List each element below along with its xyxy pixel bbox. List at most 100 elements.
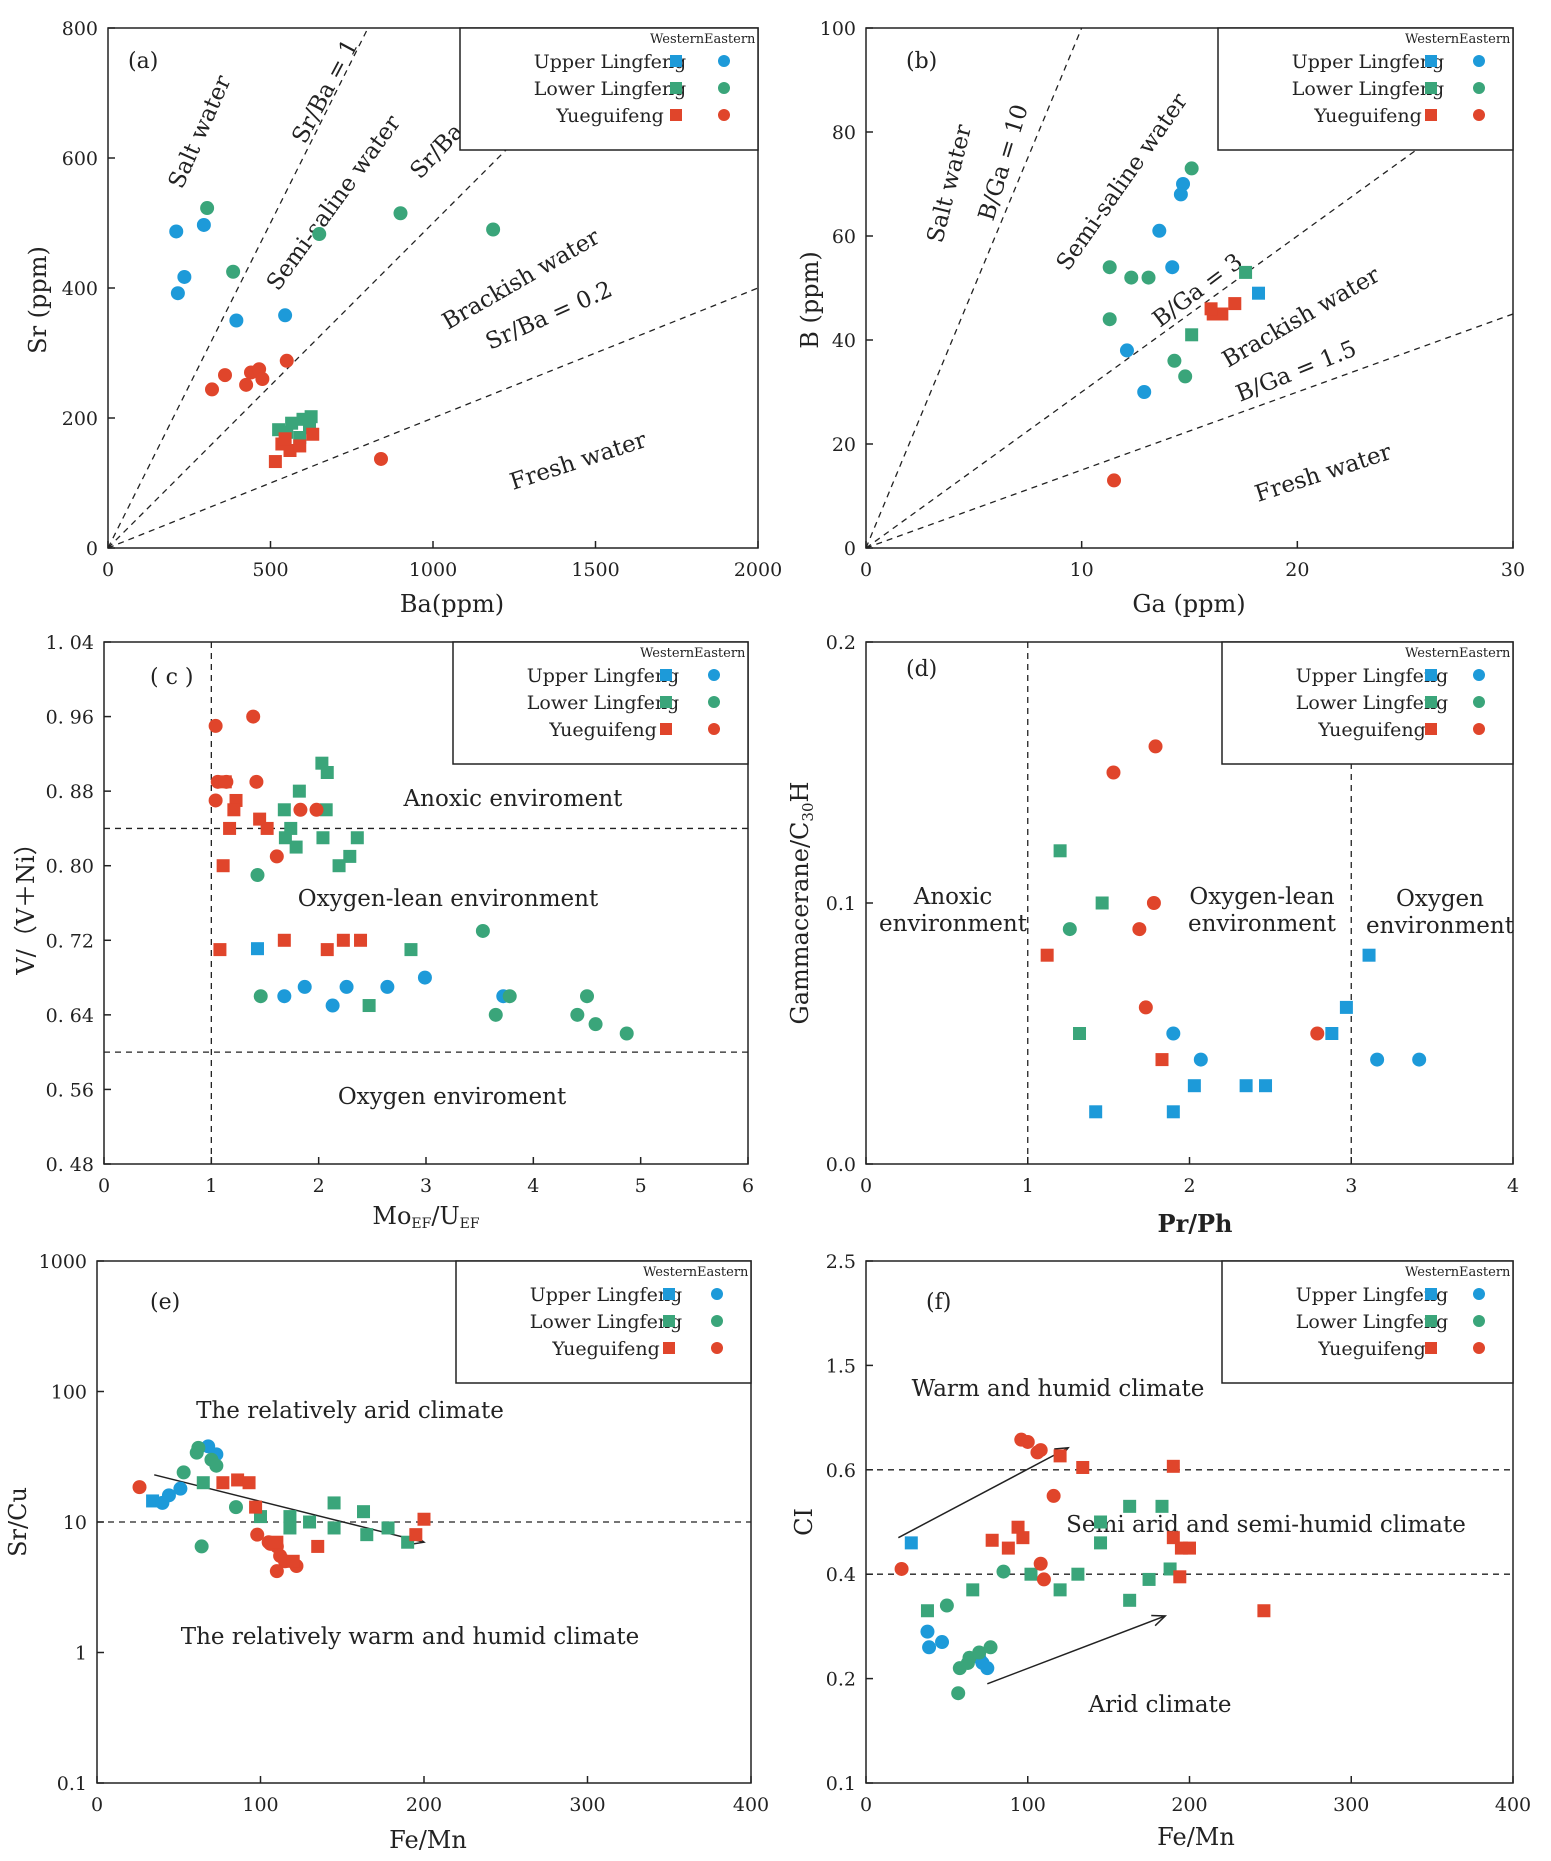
y-axis-label: Sr (ppm) [24,246,52,354]
legend-circle-upper [711,1288,723,1300]
legend-circle-lower [708,696,720,708]
data-point-yue-western [218,775,232,789]
redox-zone-label: Anoxic enviroment [403,786,624,812]
legend-circle-yue [708,723,720,735]
data-point-upper-western [1325,1027,1339,1040]
legend-western-header: Western [643,1265,698,1280]
legend-circle-lower [718,82,730,94]
data-point-upper-eastern [277,989,292,1004]
legend-western-header: Western [650,32,705,47]
climate-zone-label: Semi arid and semi-humid climate [1066,1512,1466,1538]
data-point-yue-eastern [250,1527,265,1542]
data-point-lower-western [966,1583,980,1597]
x-axis-label: MoEF/UEF [372,1202,480,1232]
data-point-lower-western [357,1505,371,1519]
data-point-yue-western [1228,297,1242,311]
y-tick-label: 0. 56 [46,1079,94,1101]
climate-zone-label: Arid climate [1088,1692,1232,1718]
data-point-lower-western [1239,265,1253,279]
data-point-lower-western [292,784,306,798]
data-point-yue-western [286,1554,300,1568]
legend-box [452,641,749,765]
y-tick-label: 1.5 [826,1355,856,1377]
data-point-upper-eastern [325,998,340,1013]
data-point-upper-eastern [935,1635,950,1650]
data-point-yue-western [293,439,307,453]
data-point-lower-eastern [209,1458,224,1473]
legend-label-yue: Yueguifeng [1317,719,1426,741]
panel-label: ( c ) [150,665,193,690]
legend-label-upper: Upper Lingfeng [530,1284,682,1306]
legend-label-yue: Yueguifeng [1317,1338,1426,1360]
redox-zone-label: environment [879,911,1028,937]
x-tick-label: 500 [252,559,288,581]
x-tick-label: 4 [527,1175,539,1197]
x-tick-label: 6 [742,1175,754,1197]
data-point-lower-western [360,1528,374,1542]
y-tick-label: 80 [832,122,856,144]
y-tick-label: 0.2 [826,632,856,654]
y-tick-label: 0. 64 [46,1005,94,1027]
panel-label: (f) [926,1290,951,1315]
data-point-yue-eastern [1106,765,1121,780]
data-point-lower-western [1095,896,1109,910]
y-axis-label: Gammacerane/C30H [786,782,817,1025]
data-point-lower-western [327,1496,341,1510]
legend-circle-lower [711,1315,723,1327]
legend-eastern-header: Eastern [1459,1265,1511,1280]
x-tick-label: 1 [205,1175,217,1197]
data-point-yue-eastern [1033,1443,1048,1458]
y-tick-label: 1. 04 [46,632,94,654]
legend-label-yue: Yueguifeng [551,1338,660,1360]
legend-box [1221,1260,1514,1384]
x-tick-label: 0 [102,559,114,581]
data-point-lower-eastern [939,1598,954,1613]
data-point-lower-western [1142,1572,1156,1586]
data-point-lower-western [350,831,364,845]
legend-circle-upper [1473,55,1485,67]
y-tick-label: 0.1 [826,1773,856,1795]
legend-square-yue [1425,109,1437,121]
data-point-yue-western [1166,1531,1180,1545]
legend-label-upper: Upper Lingfeng [1296,1284,1448,1306]
data-point-lower-western [327,1521,341,1535]
data-point-upper-eastern [1176,177,1191,191]
panel-e: 0 100 200 300 400 0.1 1 10 100 1000 The relatively… [4,1251,769,1854]
data-point-lower-western [285,416,299,430]
data-point-lower-eastern [1178,369,1193,384]
legend-label-yue: Yueguifeng [555,105,664,127]
y-tick-label: 400 [62,278,98,300]
x-axis-label: Fe/Mn [389,1826,467,1854]
water-zone-label: Semi-saline water [262,111,406,296]
data-point-lower-eastern [393,206,408,221]
data-point-yue-western [268,455,282,469]
data-point-lower-western [1053,1583,1067,1597]
data-point-lower-eastern [488,1007,503,1022]
x-tick-label: 400 [1495,1794,1531,1816]
data-point-yue-eastern [208,718,223,733]
data-point-yue-eastern [208,793,223,808]
x-axis-label: Ga (ppm) [1132,590,1245,618]
data-point-yue-western [1040,948,1054,962]
y-tick-label: 60 [832,226,856,248]
data-point-yue-western [1016,1531,1030,1545]
data-point-lower-western [404,943,418,957]
redox-zone-label: environment [1188,911,1337,937]
data-point-upper-western [1339,1000,1353,1014]
data-point-yue-western [223,821,237,835]
data-point-yue-eastern [269,849,284,864]
y-tick-label: 20 [832,434,856,456]
water-zone-label: Semi-saline water [1052,89,1193,276]
data-point-upper-western [904,1536,918,1550]
data-point-lower-western [1185,328,1199,342]
x-tick-label: 0 [860,1794,872,1816]
y-tick-label: 200 [62,408,98,430]
data-point-upper-eastern [1119,343,1134,358]
y-tick-label: 0. 80 [46,856,94,878]
data-point-upper-eastern [1166,1026,1181,1041]
panel-label: (a) [128,49,158,74]
y-tick-label: 1000 [39,1251,87,1273]
data-point-lower-eastern [475,923,490,938]
water-zone-label: Fresh water [1252,439,1395,508]
